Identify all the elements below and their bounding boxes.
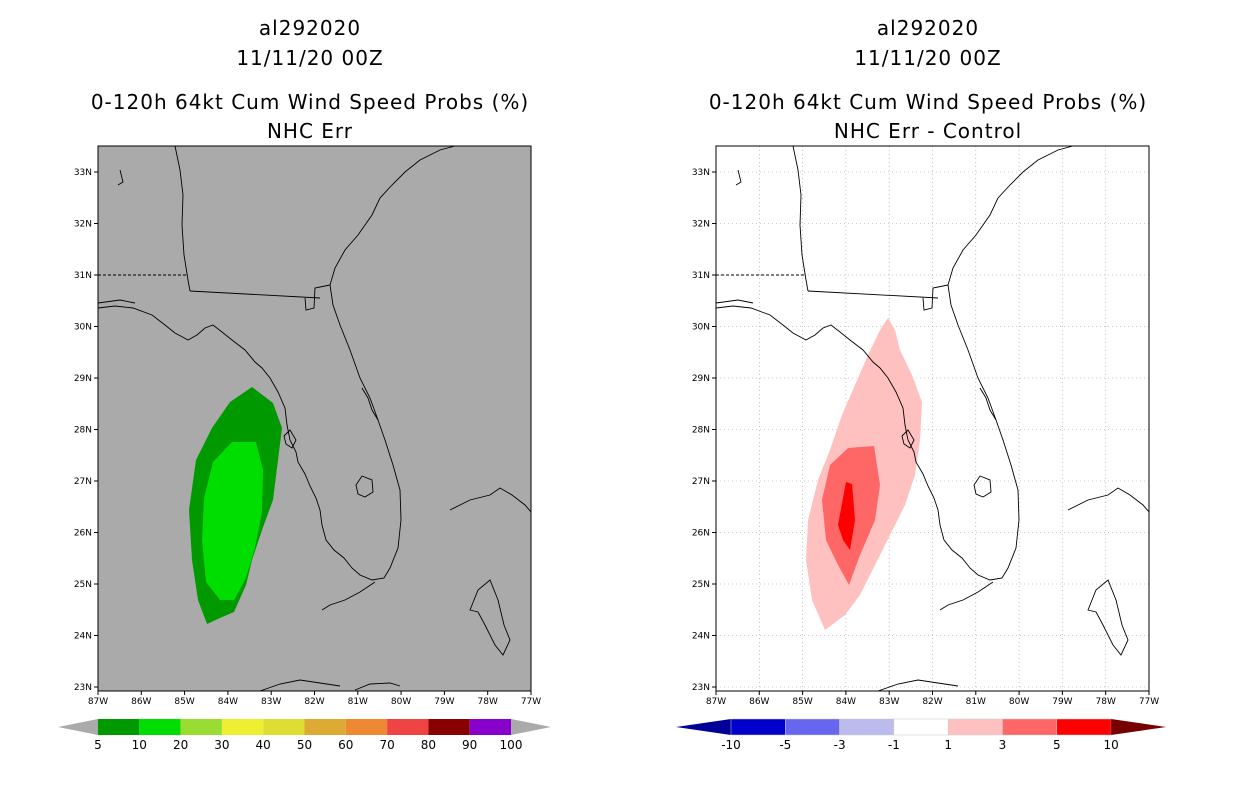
left-lat-label: 26N	[74, 529, 92, 539]
left-datetime: 11/11/20 00Z	[236, 46, 384, 70]
left-contour-10pct	[202, 442, 263, 600]
left-lon-label: 86W	[131, 697, 151, 707]
right-product-title: 0-120h 64kt Cum Wind Speed Probs (%)	[708, 90, 1148, 114]
left-lon-label: 83W	[261, 697, 281, 707]
left-lat-label: 33N	[74, 168, 92, 178]
left-product-title: 0-120h 64kt Cum Wind Speed Probs (%)	[90, 90, 530, 114]
left-lon-label: 85W	[174, 697, 194, 707]
left-lat-label: 25N	[74, 580, 92, 590]
left-lon-label: 82W	[304, 697, 324, 707]
left-lon-label: 79W	[434, 697, 454, 707]
left-lon-label: 80W	[391, 697, 411, 707]
left-lat-label: 32N	[74, 220, 92, 230]
left-map-background	[98, 146, 531, 691]
left-storm-id: al292020	[258, 16, 362, 40]
left-lat-label: 31N	[74, 271, 92, 281]
left-coastline	[98, 146, 531, 691]
left-lon-label: 87W	[88, 697, 108, 707]
left-lat-label: 27N	[74, 477, 92, 487]
left-lat-label: 24N	[74, 632, 92, 642]
left-lon-label: 78W	[478, 697, 498, 707]
left-lat-label: 23N	[74, 683, 92, 693]
right-datetime: 11/11/20 00Z	[854, 46, 1002, 70]
left-lat-label: 30N	[74, 323, 92, 333]
left-lat-label: 29N	[74, 374, 92, 384]
right-storm-id: al292020	[876, 16, 980, 40]
left-lon-label: 77W	[521, 697, 541, 707]
left-lon-label: 81W	[348, 697, 368, 707]
left-subtitle: NHC Err	[266, 119, 354, 143]
right-subtitle: NHC Err - Control	[833, 119, 1023, 143]
left-lat-label: 28N	[74, 426, 92, 436]
left-lon-label: 84W	[218, 697, 238, 707]
